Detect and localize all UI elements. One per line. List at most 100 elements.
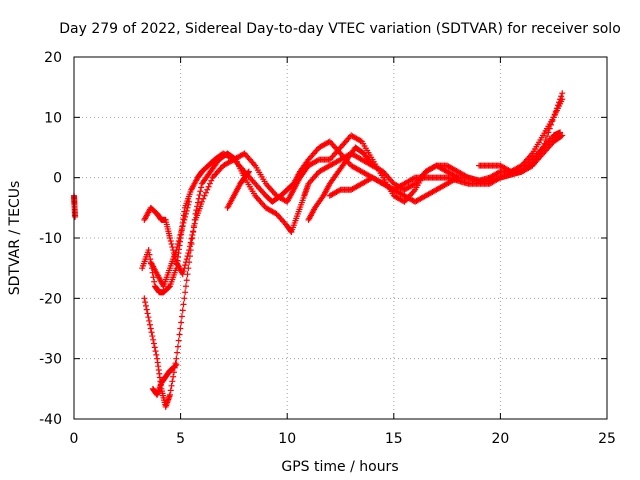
data-point <box>202 189 209 196</box>
data-point <box>544 133 551 140</box>
data-point <box>146 317 153 324</box>
x-tick-label: 20 <box>491 431 509 447</box>
data-point <box>145 314 152 321</box>
data-point <box>231 155 238 162</box>
data-point <box>143 306 150 313</box>
data-point <box>180 219 187 226</box>
axis-ticks: 0 5 10 15 20 25 -40 -30 -20 -10 0 10 20 <box>39 50 616 447</box>
data-point <box>182 210 189 217</box>
y-axis-label: SDTVAR / TECUs <box>7 181 23 296</box>
data-point <box>432 163 439 170</box>
data-point <box>181 216 188 223</box>
data-point <box>173 247 180 254</box>
data-point <box>206 180 213 187</box>
data-point <box>174 244 181 251</box>
data-point <box>150 274 157 281</box>
data-point <box>369 162 376 169</box>
data-point <box>204 186 211 193</box>
data-point <box>559 96 566 103</box>
data-point <box>194 199 201 206</box>
series-track-f <box>224 168 252 211</box>
data-point <box>325 139 332 146</box>
data-point <box>170 369 177 376</box>
data-point <box>186 259 193 266</box>
data-point <box>558 133 565 140</box>
data-point <box>178 228 185 235</box>
data-point <box>198 184 205 191</box>
data-point <box>187 247 194 254</box>
data-point <box>195 195 202 202</box>
data-point <box>188 241 195 248</box>
data-point <box>169 378 176 385</box>
data-point <box>193 207 200 214</box>
data-point <box>145 247 152 254</box>
data-series <box>71 90 566 410</box>
data-point <box>240 151 247 158</box>
data-point <box>168 382 175 389</box>
data-point <box>166 235 173 241</box>
data-point <box>186 198 193 205</box>
data-point <box>183 207 190 214</box>
data-point <box>141 295 148 302</box>
data-point <box>181 295 188 302</box>
data-point <box>201 192 208 199</box>
data-point <box>540 144 547 151</box>
data-point <box>177 325 184 332</box>
data-point <box>173 361 180 368</box>
data-point <box>178 319 185 326</box>
data-point <box>400 198 407 205</box>
data-point <box>180 268 187 275</box>
data-point <box>182 213 189 220</box>
y-tick-label: -30 <box>39 352 62 368</box>
data-point <box>559 90 566 97</box>
data-point <box>528 163 535 170</box>
grid-lines <box>74 57 607 419</box>
data-point <box>142 299 149 306</box>
data-point <box>179 222 186 229</box>
data-point <box>198 198 205 205</box>
data-point <box>184 204 191 211</box>
y-tick-label: -40 <box>39 412 62 428</box>
data-point <box>173 355 180 362</box>
data-point <box>183 256 190 263</box>
data-point <box>183 277 190 284</box>
x-axis-label: GPS time / hours <box>281 459 398 475</box>
x-tick-label: 15 <box>385 431 403 447</box>
data-point <box>146 321 153 328</box>
data-point <box>559 132 566 139</box>
y-tick-label: 20 <box>44 50 62 66</box>
series-start <box>71 192 79 220</box>
data-point <box>542 136 549 143</box>
data-point <box>150 336 157 343</box>
data-point <box>197 188 204 195</box>
data-point <box>336 187 343 194</box>
data-point <box>245 168 252 175</box>
data-point <box>178 313 185 320</box>
data-point <box>185 250 192 257</box>
data-point <box>541 140 548 147</box>
data-point <box>174 241 181 248</box>
data-point <box>166 391 173 398</box>
series-track-h <box>326 174 461 205</box>
data-point <box>410 175 417 182</box>
data-point <box>175 337 182 344</box>
data-point <box>180 301 187 308</box>
data-point <box>314 157 321 164</box>
data-point <box>208 177 215 184</box>
series-track-i <box>476 96 566 175</box>
data-point <box>192 210 199 217</box>
data-point <box>189 235 196 241</box>
data-point <box>194 203 201 210</box>
data-point <box>182 262 189 269</box>
plot-frame <box>73 56 608 420</box>
data-point <box>190 222 197 229</box>
data-point <box>191 216 198 223</box>
x-tick-label: 5 <box>176 431 185 447</box>
data-point <box>168 241 175 248</box>
data-point <box>186 253 193 260</box>
series-track-d <box>149 361 180 398</box>
data-point <box>182 283 189 290</box>
data-point <box>179 307 186 314</box>
data-point <box>153 351 160 358</box>
data-point <box>357 137 364 144</box>
